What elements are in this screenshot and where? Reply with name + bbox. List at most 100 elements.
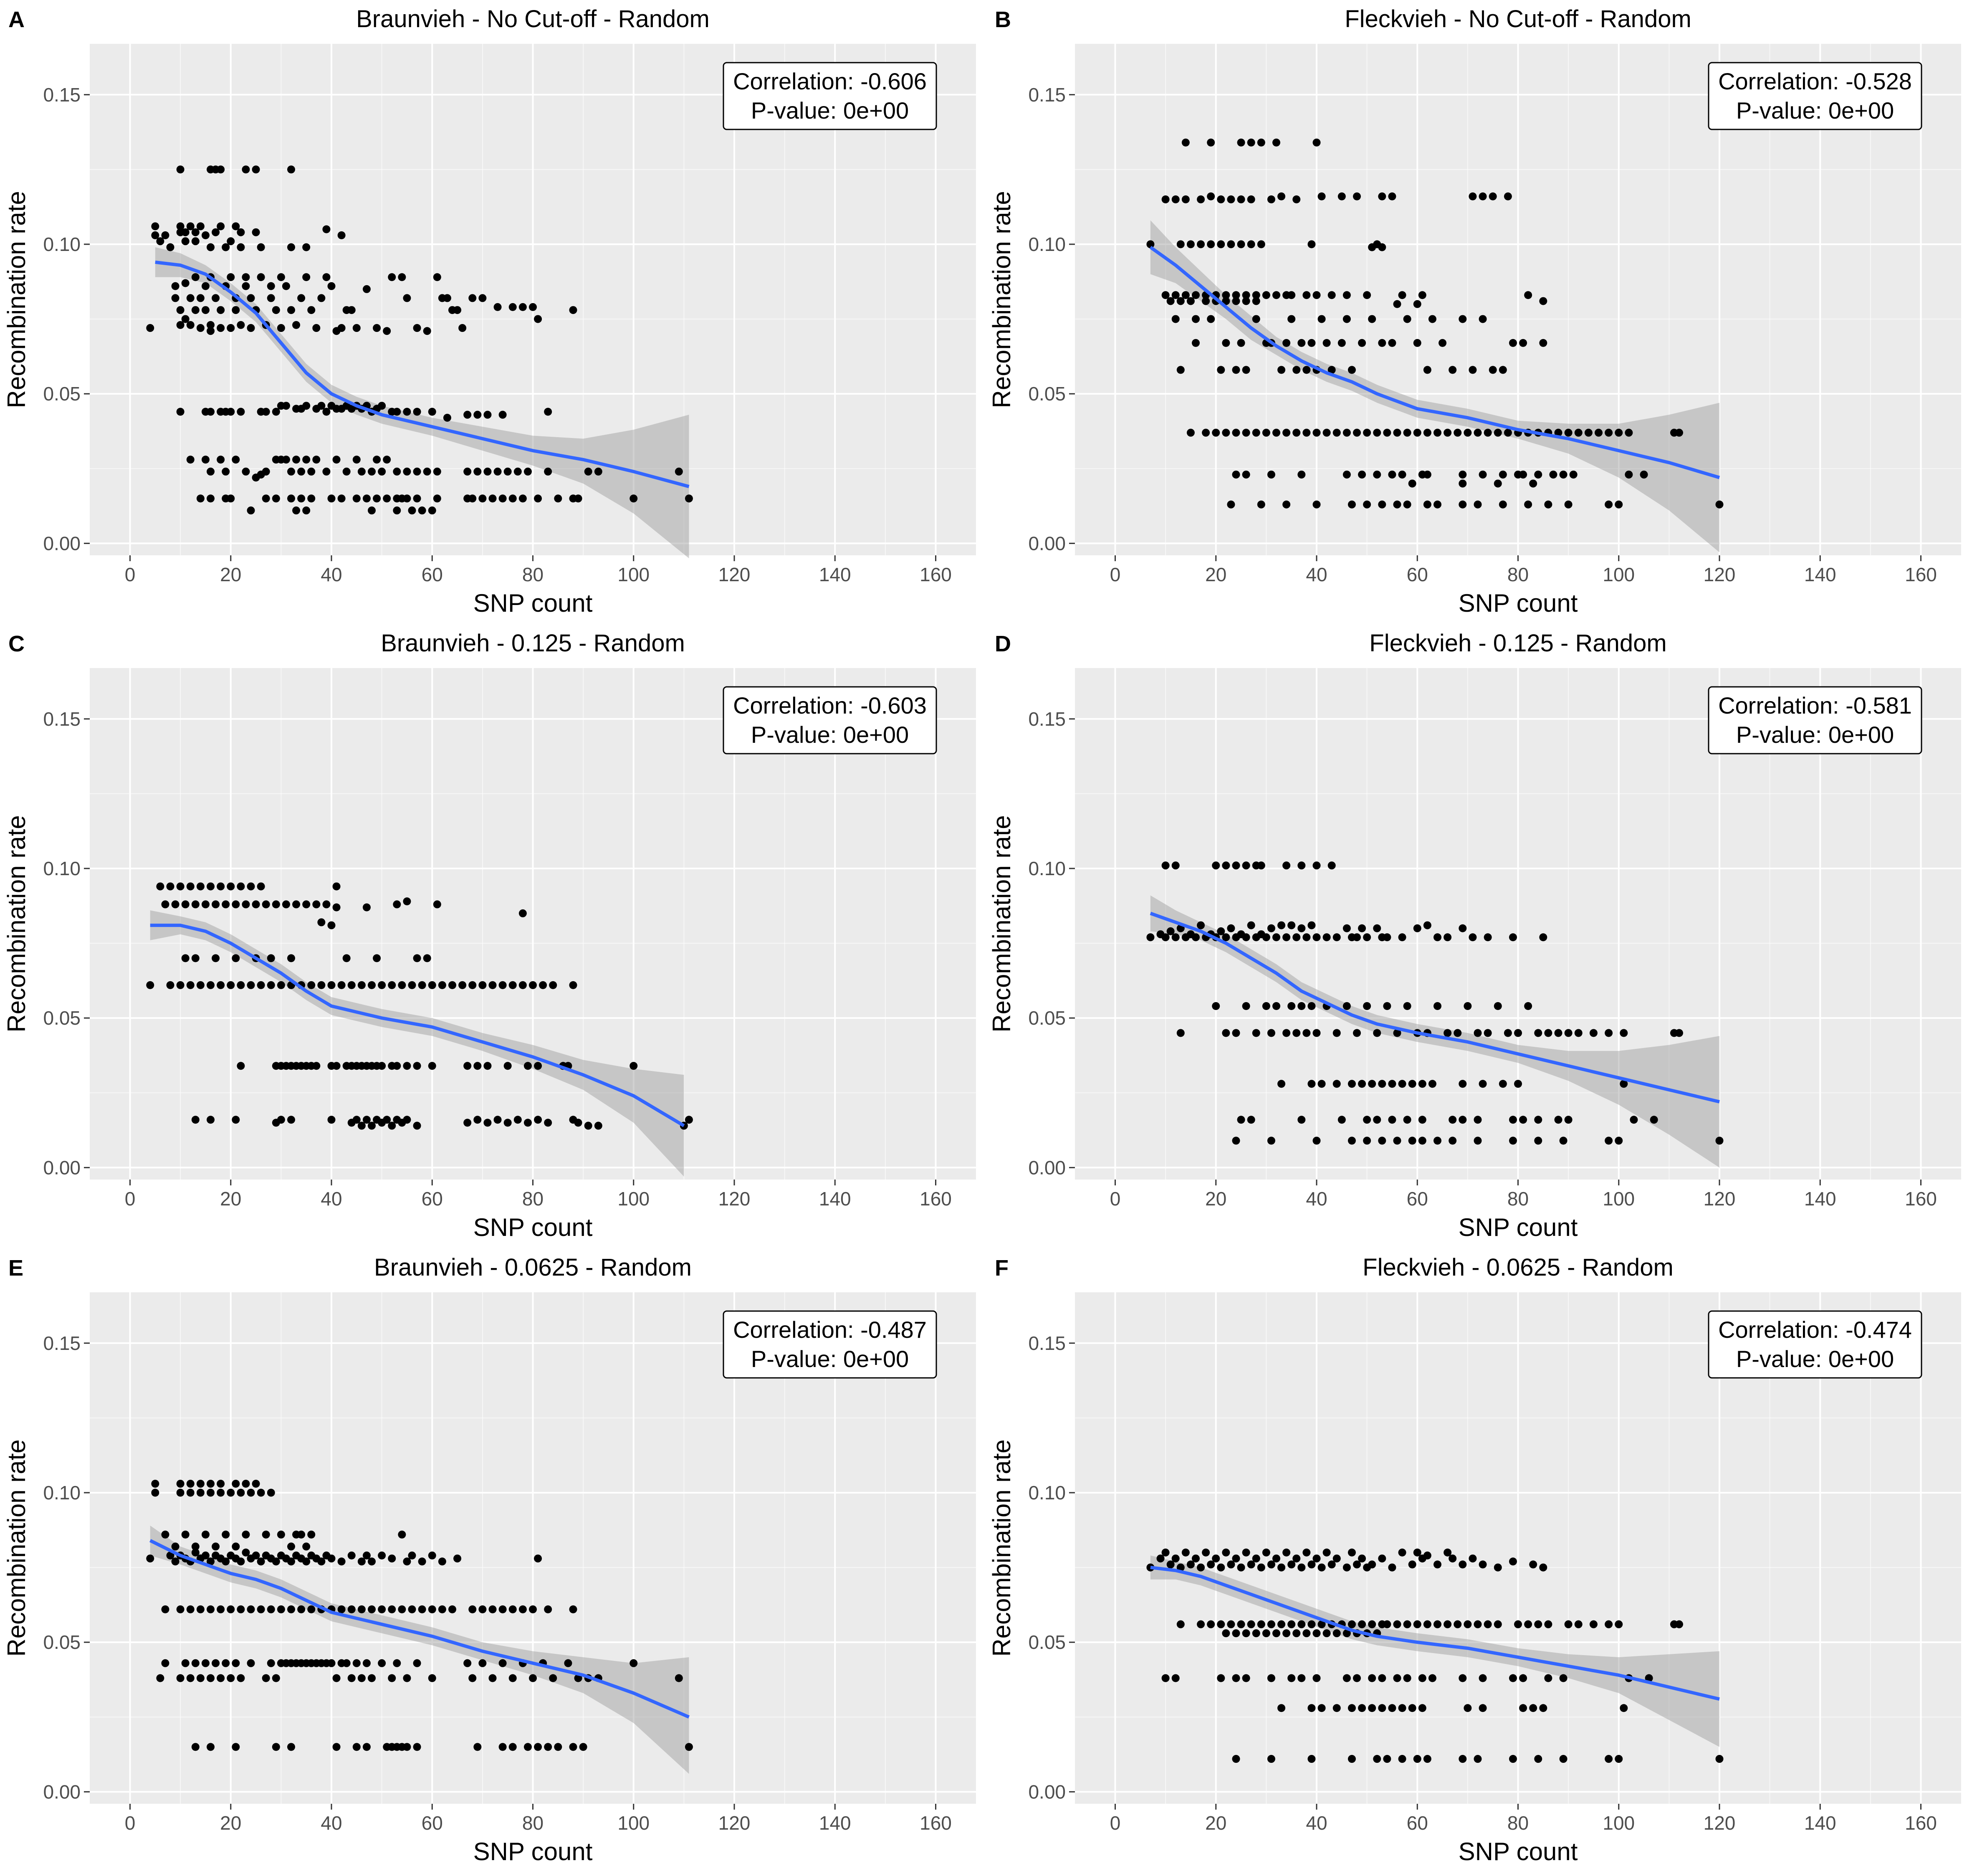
- data-point: [232, 1659, 240, 1667]
- data-point: [1186, 297, 1195, 305]
- data-point: [1388, 1704, 1396, 1712]
- data-point: [176, 222, 185, 230]
- data-point: [413, 467, 421, 476]
- data-point: [1373, 1116, 1381, 1124]
- x-tick-label: 20: [1205, 1812, 1226, 1834]
- data-point: [322, 900, 331, 909]
- x-axis-title: SNP count: [473, 589, 593, 617]
- data-point: [1474, 1620, 1482, 1628]
- data-point: [1287, 1002, 1296, 1010]
- data-point: [388, 1605, 396, 1613]
- data-point: [1307, 1704, 1316, 1712]
- data-point: [1317, 315, 1326, 323]
- panel-title: Braunvieh - No Cut-off - Random: [356, 5, 710, 33]
- data-point: [1625, 428, 1633, 437]
- data-point: [1232, 1674, 1240, 1682]
- data-point: [1418, 291, 1426, 299]
- x-tick-label: 140: [819, 1188, 851, 1210]
- data-point: [237, 981, 245, 989]
- data-point: [1454, 428, 1462, 437]
- smooth-line: [149, 1539, 690, 1719]
- data-point: [1267, 1137, 1275, 1145]
- data-point: [1444, 1620, 1452, 1628]
- data-point: [1418, 1116, 1426, 1124]
- stats-box: [723, 686, 937, 754]
- x-tick-label: 160: [920, 1188, 952, 1210]
- data-point: [347, 1605, 356, 1613]
- data-point: [1176, 297, 1185, 305]
- data-point: [1277, 192, 1286, 200]
- data-point: [317, 918, 326, 927]
- data-point: [317, 981, 326, 989]
- data-point: [1479, 1560, 1487, 1569]
- correlation-label: Correlation: -0.487: [733, 1316, 927, 1343]
- data-point: [373, 456, 381, 464]
- data-point: [1171, 933, 1180, 942]
- data-point: [342, 954, 351, 962]
- data-point: [579, 1743, 587, 1751]
- data-point: [1192, 339, 1200, 347]
- data-point: [1171, 291, 1180, 299]
- data-point: [403, 1674, 411, 1682]
- data-point: [212, 228, 220, 236]
- data-point: [1267, 1029, 1275, 1037]
- x-tick-label: 80: [522, 564, 544, 585]
- data-point: [1186, 1560, 1195, 1569]
- data-point: [1363, 933, 1371, 942]
- data-point: [1217, 240, 1225, 248]
- data-point: [257, 981, 265, 989]
- data-point: [282, 900, 290, 909]
- x-tick-label: 40: [321, 564, 342, 585]
- data-point: [1237, 1620, 1245, 1628]
- data-point: [1232, 471, 1240, 479]
- panel-title: Braunvieh - 0.0625 - Random: [374, 1254, 692, 1281]
- data-point: [242, 1479, 250, 1488]
- data-point: [1645, 1674, 1653, 1682]
- data-point: [207, 1489, 215, 1497]
- data-point: [1222, 933, 1230, 942]
- data-point: [418, 1557, 426, 1566]
- data-point: [1327, 861, 1336, 870]
- x-tick-label: 100: [1603, 1188, 1635, 1210]
- data-point: [544, 408, 552, 416]
- data-point: [1423, 500, 1431, 509]
- data-point: [1312, 1029, 1321, 1037]
- data-point: [1257, 138, 1265, 147]
- data-point: [242, 165, 250, 174]
- point-group: [1146, 138, 1724, 509]
- data-point: [1312, 1137, 1321, 1145]
- data-point: [534, 494, 542, 503]
- data-point: [1368, 315, 1376, 323]
- data-point: [1383, 1620, 1391, 1628]
- data-point: [1494, 428, 1502, 437]
- data-point: [529, 1605, 537, 1613]
- data-point: [227, 882, 235, 891]
- panel-letter: A: [8, 7, 25, 32]
- data-point: [1433, 1620, 1441, 1628]
- data-point: [1449, 1554, 1457, 1563]
- x-tick-label: 140: [819, 1812, 851, 1834]
- data-point: [403, 1743, 411, 1751]
- data-point: [287, 467, 295, 476]
- data-point: [247, 324, 255, 332]
- data-point: [1378, 500, 1386, 509]
- data-point: [252, 1551, 260, 1560]
- data-point: [196, 1674, 205, 1682]
- data-point: [1544, 500, 1552, 509]
- data-point: [277, 1530, 285, 1539]
- data-point: [1282, 339, 1291, 347]
- data-point: [1267, 1620, 1275, 1628]
- data-point: [1297, 861, 1306, 870]
- data-point: [534, 1743, 542, 1751]
- data-point: [473, 467, 482, 476]
- data-point: [287, 494, 295, 503]
- data-point: [1413, 339, 1421, 347]
- data-point: [201, 306, 210, 314]
- panel-c: 0 20 40 60 80 100 120 140 160 0.00 0.05 0.10 0.15 Cor…: [3, 630, 976, 1241]
- data-point: [1509, 1557, 1517, 1566]
- data-point: [478, 981, 487, 989]
- correlation-label: Correlation: -0.606: [733, 68, 927, 94]
- data-point: [433, 494, 441, 503]
- data-point: [1675, 1029, 1683, 1037]
- data-point: [352, 1116, 361, 1124]
